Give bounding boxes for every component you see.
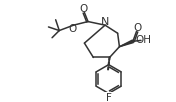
Text: N: N	[101, 17, 109, 27]
Polygon shape	[120, 40, 133, 47]
Text: O: O	[133, 23, 142, 33]
Text: O: O	[69, 24, 77, 34]
Text: O: O	[79, 4, 88, 14]
Text: OH: OH	[136, 35, 152, 45]
Text: F: F	[106, 93, 112, 102]
